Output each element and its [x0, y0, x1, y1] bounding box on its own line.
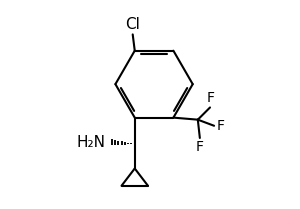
Text: Cl: Cl	[125, 17, 140, 32]
Text: F: F	[196, 140, 204, 154]
Text: H₂N: H₂N	[76, 135, 105, 150]
Text: F: F	[207, 91, 214, 105]
Text: F: F	[217, 119, 225, 133]
